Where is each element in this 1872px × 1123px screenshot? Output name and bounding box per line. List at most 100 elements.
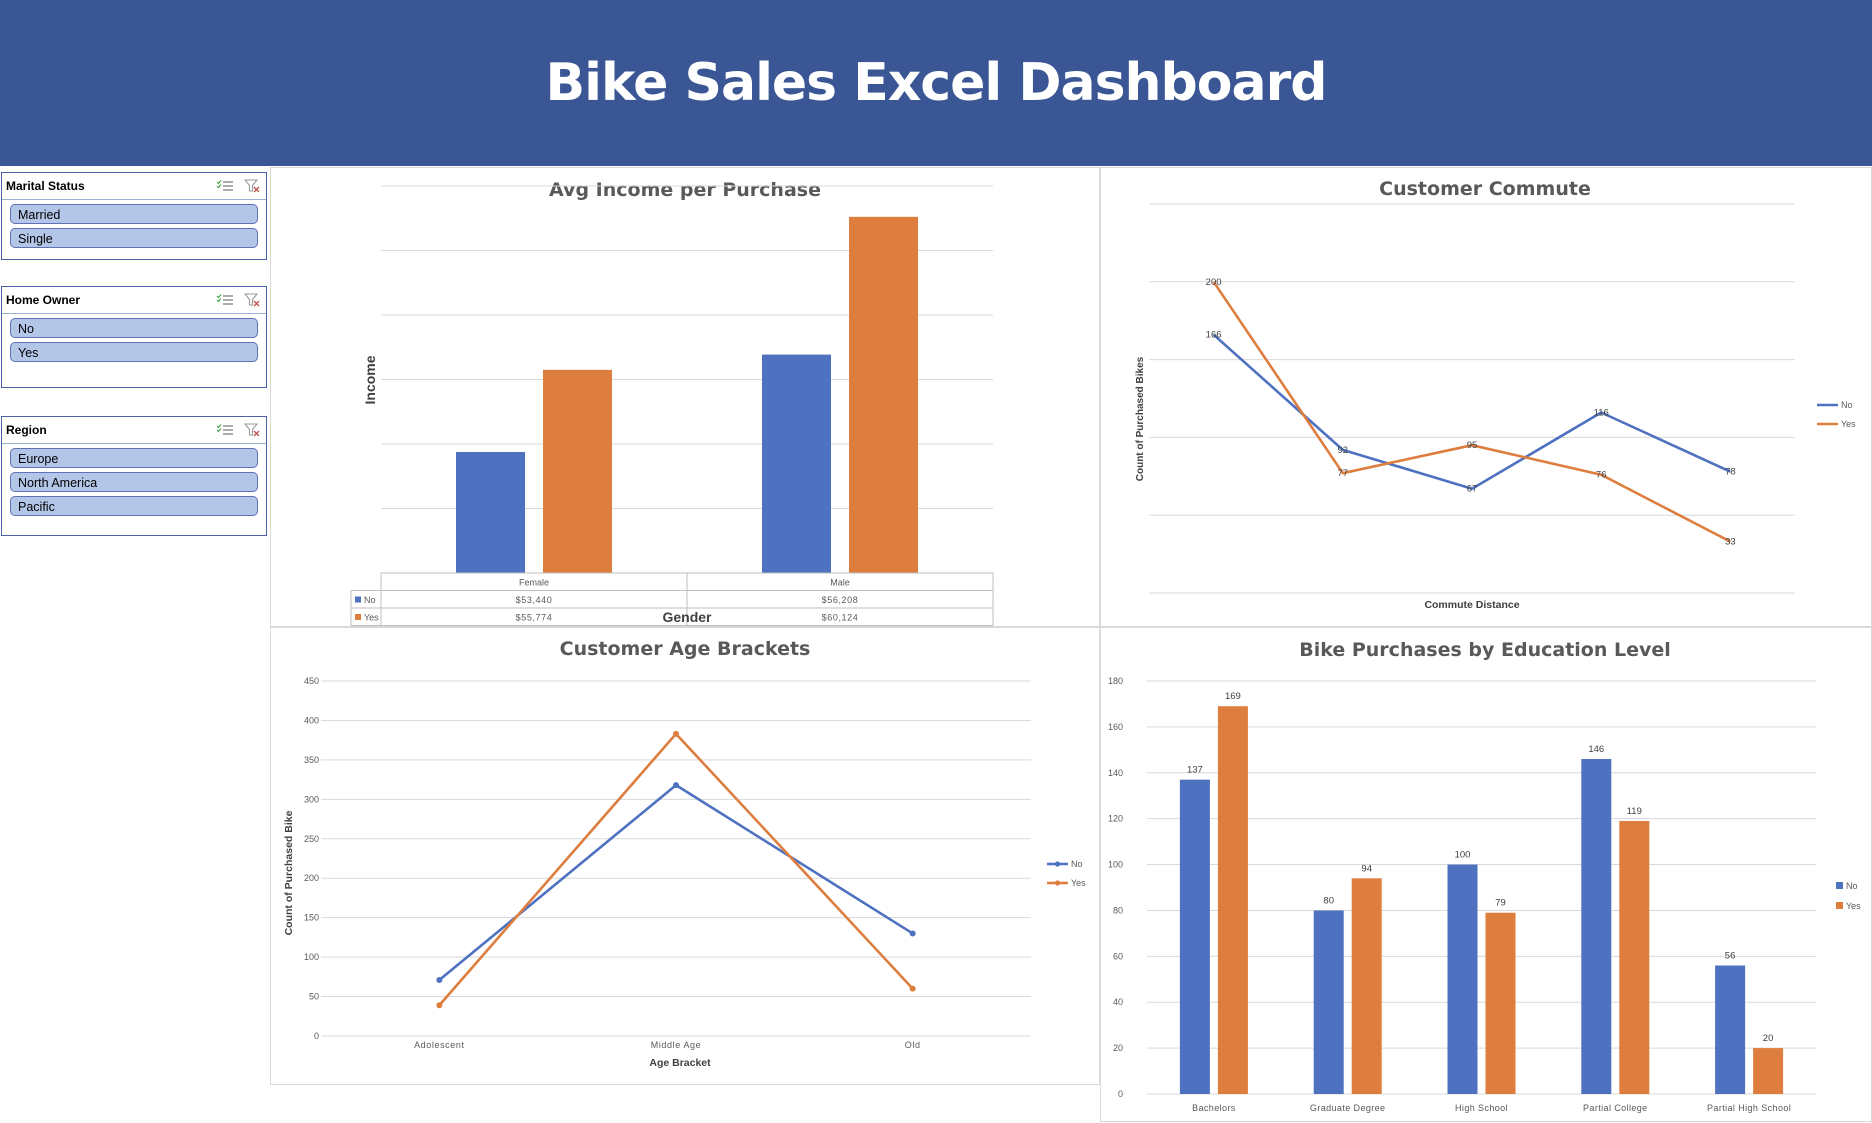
dashboard-title: Bike Sales Excel Dashboard	[545, 53, 1328, 113]
bar-male-yes	[849, 216, 918, 573]
x-tick-adolescent: Adolescent	[414, 1040, 465, 1050]
slicer-item-single[interactable]: Single	[10, 228, 258, 248]
y-tick-label: 140	[1108, 768, 1123, 778]
slicer-item-north-america[interactable]: North America	[10, 472, 258, 492]
x-axis-label: Gender	[662, 609, 712, 625]
slicer-item-married[interactable]: Married	[10, 204, 258, 224]
table-cell: $56,208	[822, 595, 859, 605]
chart-title: Customer Commute	[1379, 178, 1591, 200]
multi-select-icon[interactable]	[216, 179, 234, 193]
bar-bachelors-no	[1179, 779, 1210, 1094]
slicer-item-yes[interactable]: Yes	[10, 342, 258, 362]
y-tick-label: 100	[1108, 860, 1123, 870]
point-no	[673, 782, 679, 789]
table-series-yes: Yes	[364, 613, 379, 623]
bar-partial-high-school-yes	[1753, 1048, 1784, 1094]
legend-swatch-no	[355, 596, 361, 603]
table-series-no: No	[364, 595, 376, 605]
chart-customer-commute[interactable]: Customer Commute 166 92 67 116 78 200 77 95 76 33 C…	[1100, 167, 1872, 627]
data-label-partial-college-yes: 119	[1627, 806, 1642, 817]
x-tick-middle-age: Middle Age	[651, 1040, 702, 1050]
clear-filter-icon[interactable]	[244, 423, 260, 437]
multi-select-icon[interactable]	[216, 423, 234, 437]
legend-swatch-no	[1836, 882, 1843, 889]
line-no	[1212, 333, 1731, 491]
chart-education[interactable]: Bike Purchases by Education Level 0 20 40 60…	[1100, 627, 1872, 1122]
chart-avg-income-svg: Avg Income per Purchase Female Male No $53,4…	[350, 179, 994, 626]
dashboard-header: Bike Sales Excel Dashboard	[0, 0, 1872, 166]
chart-title: Avg Income per Purchase	[549, 179, 821, 201]
line-no	[438, 783, 914, 981]
y-tick-label: 150	[304, 913, 319, 923]
data-label-no: 92	[1338, 445, 1349, 456]
bar-male-no	[762, 354, 831, 573]
slicer-item-europe[interactable]: Europe	[10, 448, 258, 468]
y-tick-label: 50	[309, 992, 319, 1002]
bar-partial-high-school-no	[1715, 965, 1746, 1094]
x-tick-partial-high-school: Partial High School	[1707, 1103, 1791, 1113]
slicer-item-no[interactable]: No	[10, 318, 258, 338]
slicer-region: Region Europe North America Pacific	[1, 416, 267, 536]
slicer-header: Marital Status	[2, 173, 266, 200]
y-tick-label: 80	[1113, 905, 1123, 915]
bar-partial-college-no	[1581, 759, 1612, 1094]
y-tick-label: 450	[304, 676, 319, 686]
legend-label-no: No	[1071, 859, 1083, 869]
data-label-graduate-degree-no: 80	[1323, 895, 1334, 906]
y-tick-label: 250	[304, 834, 319, 844]
data-label-yes: 33	[1725, 537, 1736, 548]
y-tick-label: 180	[1108, 676, 1123, 686]
point-yes	[673, 730, 679, 737]
clear-filter-icon[interactable]	[244, 293, 260, 307]
data-label-no: 166	[1206, 330, 1222, 341]
table-cell: $55,774	[516, 613, 553, 623]
x-tick-graduate-degree: Graduate Degree	[1310, 1103, 1386, 1113]
data-label-partial-high-school-no: 56	[1725, 951, 1736, 962]
multi-select-icon[interactable]	[216, 293, 234, 307]
point-no	[436, 976, 443, 983]
slicer-icon-group	[216, 293, 260, 307]
legend-marker-yes	[1054, 880, 1061, 886]
chart-customer-age[interactable]: Customer Age Brackets 0 50 100 150 200 250 300 3…	[270, 627, 1100, 1085]
bar-bachelors-yes	[1217, 706, 1248, 1094]
chart-title: Bike Purchases by Education Level	[1299, 639, 1671, 661]
y-tick-label: 120	[1108, 814, 1123, 824]
legend-label-yes: Yes	[1071, 878, 1086, 888]
chart-avg-income[interactable]: Avg Income per Purchase Female Male No $53,4…	[270, 167, 1100, 627]
legend-label-no: No	[1846, 881, 1858, 891]
y-tick-label: 160	[1108, 722, 1123, 732]
y-tick-label: 40	[1113, 997, 1123, 1007]
clear-filter-icon[interactable]	[244, 179, 260, 193]
table-cell: $53,440	[516, 595, 553, 605]
y-tick-label: 0	[314, 1031, 319, 1041]
y-axis-label: Count of Purchased Bike	[283, 810, 295, 935]
data-label-no: 116	[1594, 408, 1609, 419]
point-no	[909, 930, 916, 937]
x-tick-old: Old	[905, 1040, 921, 1050]
slicer-item-pacific[interactable]: Pacific	[10, 496, 258, 516]
y-tick-label: 20	[1113, 1043, 1123, 1053]
x-tick-partial-college: Partial College	[1583, 1103, 1648, 1113]
y-tick-label: 0	[1118, 1089, 1123, 1099]
bar-partial-college-yes	[1619, 820, 1650, 1094]
y-tick-label: 300	[304, 794, 319, 804]
chart-education-svg: Bike Purchases by Education Level 0 20 40 60…	[1108, 639, 1861, 1113]
slicer-title: Marital Status	[6, 179, 85, 193]
slicer-icon-group	[216, 423, 260, 437]
x-tick-bachelors: Bachelors	[1192, 1103, 1236, 1113]
data-label-bachelors-no: 137	[1187, 765, 1203, 776]
legend-label-no: No	[1841, 400, 1853, 410]
point-yes	[909, 985, 916, 992]
slicer-title: Region	[6, 423, 47, 437]
legend-label-yes: Yes	[1841, 419, 1856, 429]
slicer-marital-status: Marital Status Married Single	[1, 172, 267, 260]
chart-title: Customer Age Brackets	[560, 638, 811, 660]
data-label-yes: 200	[1206, 277, 1222, 288]
data-label-high-school-no: 100	[1455, 850, 1471, 861]
data-label-bachelors-yes: 169	[1225, 691, 1241, 702]
slicer-header: Region	[2, 417, 266, 444]
slicer-title: Home Owner	[6, 293, 81, 307]
slicer-icon-group	[216, 179, 260, 193]
data-label-graduate-degree-yes: 94	[1361, 863, 1372, 874]
legend-swatch-yes	[1836, 902, 1843, 909]
